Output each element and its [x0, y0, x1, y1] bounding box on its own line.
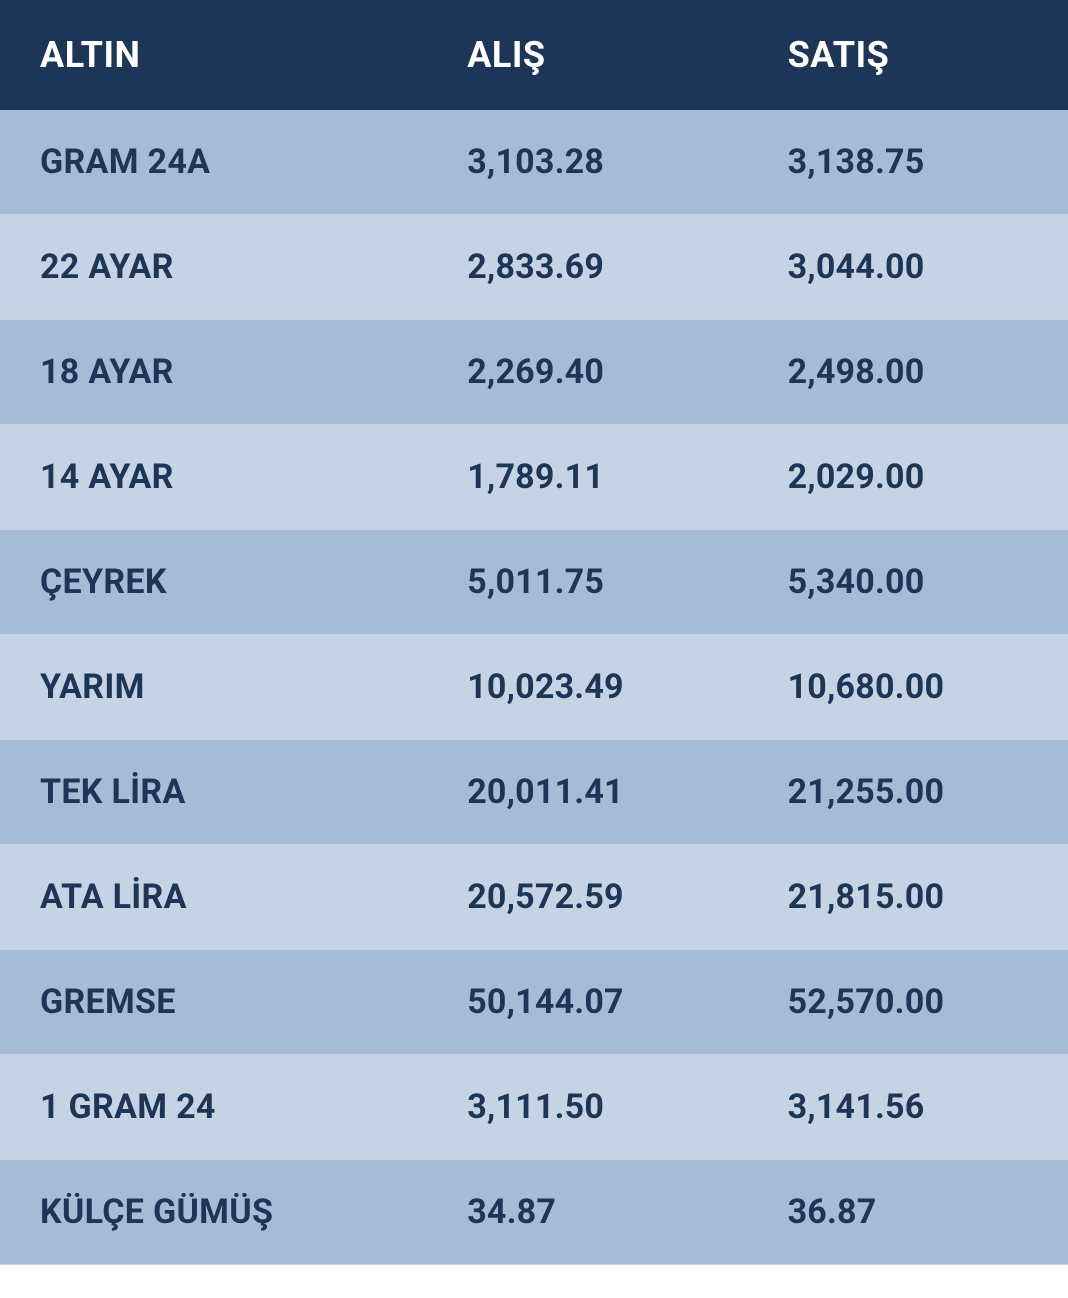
cell-sell: 3,044.00: [748, 215, 1068, 320]
cell-name: GRAM 24A: [0, 110, 427, 215]
cell-buy: 3,103.28: [427, 110, 747, 215]
cell-sell: 36.87: [748, 1160, 1068, 1265]
table-row: 1 GRAM 24 3,111.50 3,141.56: [0, 1055, 1068, 1160]
cell-buy: 5,011.75: [427, 530, 747, 635]
cell-name: ATA LİRA: [0, 845, 427, 950]
table-body: GRAM 24A 3,103.28 3,138.75 22 AYAR 2,833…: [0, 110, 1068, 1265]
cell-name: GREMSE: [0, 950, 427, 1055]
cell-name: KÜLÇE GÜMÜŞ: [0, 1160, 427, 1265]
cell-name: 14 AYAR: [0, 425, 427, 530]
cell-sell: 5,340.00: [748, 530, 1068, 635]
cell-name: 1 GRAM 24: [0, 1055, 427, 1160]
header-buy: ALIŞ: [427, 0, 747, 110]
cell-sell: 2,498.00: [748, 320, 1068, 425]
table-row: TEK LİRA 20,011.41 21,255.00: [0, 740, 1068, 845]
table-row: 14 AYAR 1,789.11 2,029.00: [0, 425, 1068, 530]
cell-buy: 50,144.07: [427, 950, 747, 1055]
table-row: 22 AYAR 2,833.69 3,044.00: [0, 215, 1068, 320]
cell-buy: 3,111.50: [427, 1055, 747, 1160]
cell-sell: 52,570.00: [748, 950, 1068, 1055]
table-row: ATA LİRA 20,572.59 21,815.00: [0, 845, 1068, 950]
cell-buy: 1,789.11: [427, 425, 747, 530]
table-row: ÇEYREK 5,011.75 5,340.00: [0, 530, 1068, 635]
gold-price-table: ALTIN ALIŞ SATIŞ GRAM 24A 3,103.28 3,138…: [0, 0, 1068, 1265]
table-row: 18 AYAR 2,269.40 2,498.00: [0, 320, 1068, 425]
table-row: KÜLÇE GÜMÜŞ 34.87 36.87: [0, 1160, 1068, 1265]
cell-buy: 34.87: [427, 1160, 747, 1265]
table-row: GRAM 24A 3,103.28 3,138.75: [0, 110, 1068, 215]
cell-sell: 10,680.00: [748, 635, 1068, 740]
cell-name: 18 AYAR: [0, 320, 427, 425]
table-row: GREMSE 50,144.07 52,570.00: [0, 950, 1068, 1055]
cell-sell: 3,138.75: [748, 110, 1068, 215]
table-row: YARIM 10,023.49 10,680.00: [0, 635, 1068, 740]
cell-buy: 20,572.59: [427, 845, 747, 950]
cell-buy: 10,023.49: [427, 635, 747, 740]
cell-buy: 20,011.41: [427, 740, 747, 845]
header-name: ALTIN: [0, 0, 427, 110]
cell-sell: 21,815.00: [748, 845, 1068, 950]
table-header: ALTIN ALIŞ SATIŞ: [0, 0, 1068, 110]
cell-buy: 2,269.40: [427, 320, 747, 425]
cell-name: TEK LİRA: [0, 740, 427, 845]
cell-name: YARIM: [0, 635, 427, 740]
cell-buy: 2,833.69: [427, 215, 747, 320]
cell-sell: 2,029.00: [748, 425, 1068, 530]
cell-name: 22 AYAR: [0, 215, 427, 320]
header-sell: SATIŞ: [748, 0, 1068, 110]
cell-name: ÇEYREK: [0, 530, 427, 635]
cell-sell: 3,141.56: [748, 1055, 1068, 1160]
cell-sell: 21,255.00: [748, 740, 1068, 845]
